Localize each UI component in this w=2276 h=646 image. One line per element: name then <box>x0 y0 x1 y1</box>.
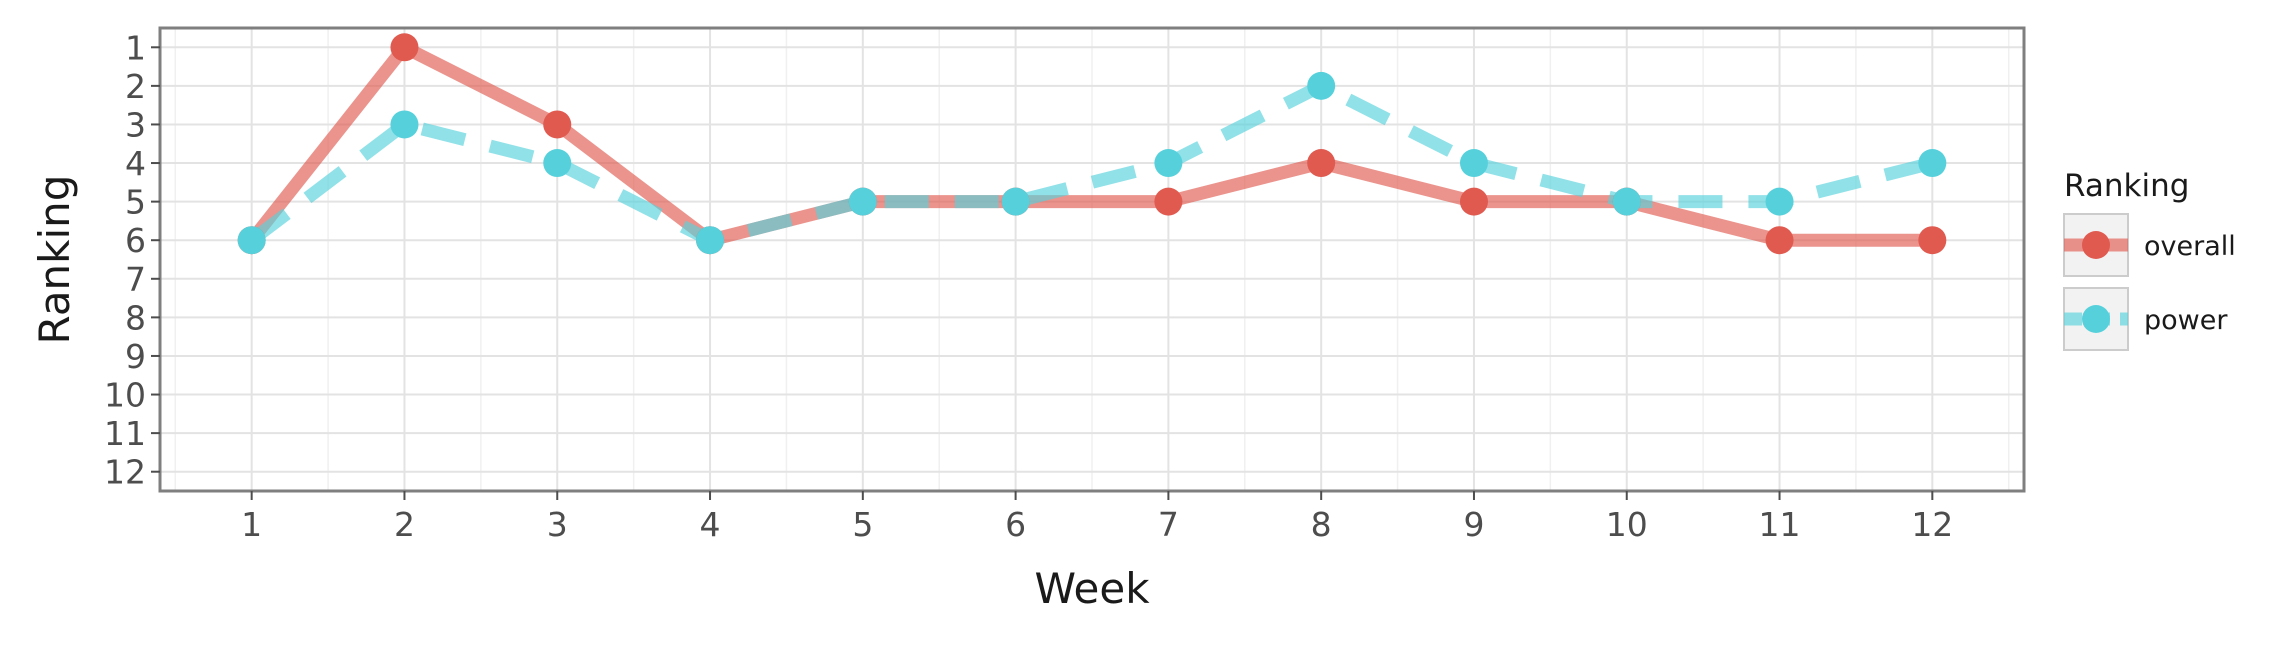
data-point-power <box>1154 149 1183 178</box>
legend-title: Ranking <box>2064 168 2189 204</box>
x-tick-label: 12 <box>1911 505 1953 544</box>
data-point-overall <box>1765 226 1794 255</box>
data-point-overall <box>1918 226 1947 255</box>
x-axis-title: Week <box>1034 564 1150 613</box>
y-tick-label: 11 <box>104 414 146 453</box>
data-point-power <box>696 226 725 255</box>
x-tick-label: 2 <box>394 505 415 544</box>
legend-items: overall power <box>2063 213 2236 351</box>
y-tick-label: 9 <box>125 337 146 376</box>
x-tick-label: 11 <box>1759 505 1801 544</box>
y-tick-label: 8 <box>125 298 146 337</box>
data-point-power <box>1612 187 1641 216</box>
x-tick-label: 5 <box>852 505 873 544</box>
data-point-overall <box>1307 149 1336 178</box>
data-point-power <box>543 149 572 178</box>
data-point-power <box>1765 187 1794 216</box>
legend: Ranking overall power <box>2063 168 2236 351</box>
y-tick-label: 6 <box>125 221 146 260</box>
x-tick-label: 8 <box>1311 505 1332 544</box>
legend-key-point <box>2082 231 2110 259</box>
legend-item-power: power <box>2063 287 2228 351</box>
data-point-power <box>390 110 419 139</box>
grid-layer <box>160 28 2024 491</box>
legend-item-overall: overall <box>2063 213 2236 277</box>
data-point-power <box>1001 187 1030 216</box>
x-tick-label: 3 <box>547 505 568 544</box>
y-tick-label: 2 <box>125 67 146 106</box>
legend-label-power: power <box>2144 305 2228 336</box>
y-tick-label: 7 <box>125 260 146 299</box>
plot-panel-border <box>158 26 2026 493</box>
y-tick-label: 10 <box>104 376 146 415</box>
x-tick-label: 1 <box>241 505 262 544</box>
x-tick-label: 6 <box>1005 505 1026 544</box>
y-axis-title: Ranking <box>30 175 79 345</box>
data-point-overall <box>543 110 572 139</box>
y-tick-label: 4 <box>125 144 146 183</box>
y-tick-label: 3 <box>125 105 146 144</box>
x-tick-label: 4 <box>700 505 721 544</box>
data-point-overall <box>1459 187 1488 216</box>
data-point-power <box>1307 71 1336 100</box>
x-tick-label: 7 <box>1158 505 1179 544</box>
legend-label-overall: overall <box>2144 231 2236 262</box>
y-tick-label: 12 <box>104 453 146 492</box>
x-tick-label: 10 <box>1606 505 1648 544</box>
data-point-power <box>848 187 877 216</box>
data-point-overall <box>1154 187 1183 216</box>
data-point-power <box>1918 149 1947 178</box>
legend-key-point <box>2082 305 2110 333</box>
x-tick-label: 9 <box>1463 505 1484 544</box>
y-tick-label: 5 <box>125 183 146 222</box>
data-point-power <box>237 226 266 255</box>
series-layer <box>237 33 1947 255</box>
data-point-overall <box>390 33 419 62</box>
data-point-power <box>1459 149 1488 178</box>
series-line-power <box>247 79 1934 247</box>
y-tick-label: 1 <box>125 28 146 67</box>
